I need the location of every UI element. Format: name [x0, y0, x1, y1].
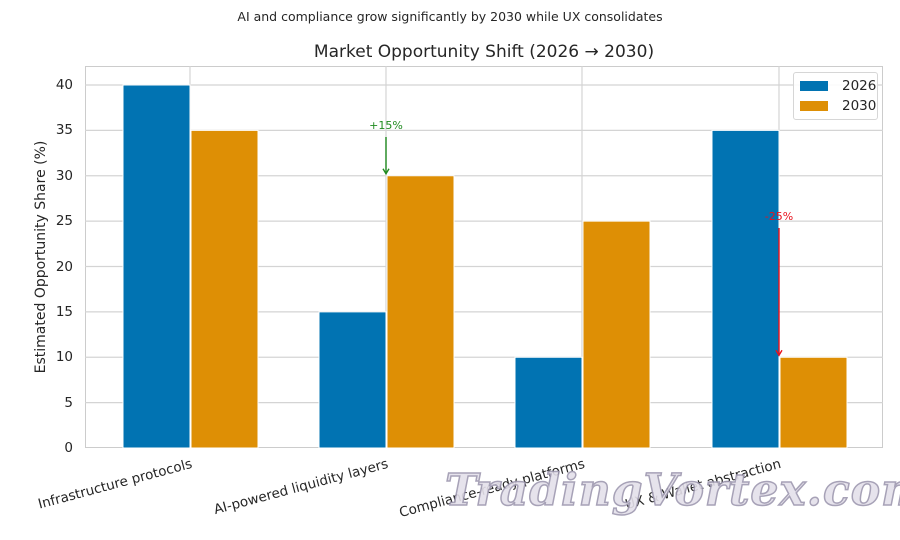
y-tick-label: 30: [55, 167, 73, 184]
y-tick-label: 40: [55, 77, 73, 93]
annotation-ai-increase: +15%: [369, 119, 403, 132]
y-tick-label: 25: [55, 213, 73, 230]
y-tick-label: 0: [64, 440, 73, 456]
chart-title: Market Opportunity Shift (2026 → 2030): [313, 42, 655, 62]
y-tick-label: 5: [64, 394, 73, 411]
legend-swatch-2026: [800, 81, 828, 91]
y-tick-label: 15: [55, 303, 73, 320]
legend: 2026 2030: [793, 72, 878, 120]
annotation-ux-decrease: -25%: [764, 210, 794, 223]
legend-item-2030: 2030: [800, 97, 876, 115]
bar-2026-3: [711, 129, 780, 449]
watermark: TradingVortex.com: [444, 464, 900, 517]
bar-2030-1: [386, 175, 455, 449]
bar-2026-2: [514, 356, 583, 449]
legend-swatch-2030: [800, 101, 828, 111]
bar-2030-2: [582, 220, 651, 449]
bar-2030-0: [190, 129, 259, 449]
bar-2030-3: [779, 356, 848, 449]
bar-2026-1: [318, 311, 387, 449]
annotation-arrowhead: [775, 349, 783, 357]
legend-item-2026: 2026: [800, 77, 876, 95]
y-tick-label: 35: [55, 122, 73, 139]
legend-label-2026: 2026: [842, 78, 877, 94]
y-tick-label: 20: [55, 258, 73, 275]
y-tick-label: 10: [55, 349, 73, 366]
chart-suptitle: AI and compliance grow significantly by …: [237, 9, 663, 24]
annotation-arrowhead: [382, 168, 390, 176]
bar-2026-0: [122, 84, 191, 449]
legend-label-2030: 2030: [842, 98, 877, 114]
